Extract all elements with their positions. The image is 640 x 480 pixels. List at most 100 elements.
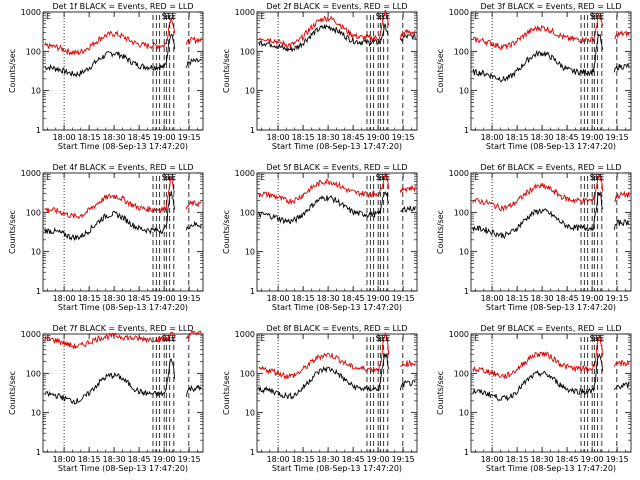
y-tick-label: 1 [250,126,255,135]
lld-curve [258,331,416,380]
y-tick-label: 1 [36,126,41,135]
lld-curve [472,13,630,51]
x-tick-label: 18:00 [267,455,290,464]
x-tick-label: 18:30 [531,455,554,464]
y-tick-label: 1000 [235,330,255,339]
y-tick-label: 1000 [21,169,41,178]
x-tick-label: 19:00 [581,455,604,464]
panel-title: Det 8f BLACK = Events, RED = LLD [266,324,407,333]
marker-label: S [376,12,381,21]
x-tick-label: 18:15 [292,133,315,142]
x-tick-label: 18:00 [481,133,504,142]
x-tick-label: 18:15 [78,294,101,303]
marker-label-left: E [260,173,265,182]
marker-label: S [376,334,381,343]
y-tick-label: 1000 [21,8,41,17]
x-tick-label: 18:15 [78,133,101,142]
x-tick-label: 19:15 [392,133,415,142]
x-tick-label: 18:30 [317,133,340,142]
panel-title: Det 2f BLACK = Events, RED = LLD [266,2,407,11]
x-tick-label: 19:00 [367,455,390,464]
marker-label: E [171,173,176,182]
marker-label: S [165,12,170,21]
panel-det-9: Det 9f BLACK = Events, RED = LLD 1 10 100 10… [436,324,632,473]
y-tick-label: 10 [31,87,41,96]
marker-label: S [376,173,381,182]
x-tick-label: 18:30 [103,294,126,303]
x-tick-label: 18:45 [556,455,579,464]
y-tick-label: 10 [245,87,255,96]
x-axis-label: Start Time (08-Sep-13 17:47:20) [58,464,188,473]
marker-label: E [599,12,604,21]
y-tick-label: 100 [454,369,469,378]
x-tick-label: 18:00 [267,294,290,303]
panel-title: Det 6f BLACK = Events, RED = LLD [480,163,621,172]
y-tick-label: 1 [36,287,41,296]
x-tick-label: 18:15 [292,455,315,464]
lld-curve [44,174,202,220]
lld-curve [44,330,202,350]
y-tick-label: 1 [250,448,255,457]
events-curve [472,190,630,240]
x-tick-label: 18:45 [128,294,151,303]
x-tick-label: 19:15 [178,455,201,464]
x-tick-label: 18:45 [556,133,579,142]
marker-label: E [385,334,390,343]
y-tick-label: 1000 [21,330,41,339]
panel-det-4: Det 4f BLACK = Events, RED = LLD 1 10 100 10… [8,163,204,312]
marker-label: S [590,12,595,21]
marker-label-left: E [46,334,51,343]
panel-det-8: Det 8f BLACK = Events, RED = LLD 1 10 100 10… [222,324,418,473]
x-tick-label: 18:00 [481,455,504,464]
x-tick-label: 19:15 [606,455,629,464]
marker-label: S [379,12,384,21]
x-tick-label: 18:00 [53,294,76,303]
marker-label: S [162,173,167,182]
y-axis-label: Counts/sec [222,371,231,415]
x-tick-label: 19:00 [153,133,176,142]
y-tick-label: 10 [245,409,255,418]
plot-frame [42,11,204,131]
y-tick-label: 1 [464,126,469,135]
x-tick-label: 18:00 [53,455,76,464]
y-tick-label: 1000 [449,8,469,17]
events-curve [44,191,202,241]
x-tick-label: 18:30 [531,133,554,142]
y-axis-label: Counts/sec [8,49,17,93]
y-axis-label: Counts/sec [436,49,445,93]
x-tick-label: 19:00 [367,294,390,303]
x-axis-label: Start Time (08-Sep-13 17:47:20) [58,142,188,151]
x-tick-label: 19:15 [392,455,415,464]
panel-det-7: Det 7f BLACK = Events, RED = LLD 1 10 100 10… [8,324,204,473]
y-tick-label: 100 [240,47,255,56]
y-tick-label: 100 [240,369,255,378]
x-tick-label: 18:45 [342,455,365,464]
lld-curve [472,174,630,212]
y-tick-label: 10 [245,248,255,257]
panel-title: Det 1f BLACK = Events, RED = LLD [52,2,193,11]
x-tick-label: 19:00 [367,133,390,142]
marker-label: E [599,334,604,343]
x-tick-label: 18:15 [506,133,529,142]
plot-frame [470,11,632,131]
plot-frame [256,333,418,453]
x-tick-label: 18:00 [267,133,290,142]
y-tick-label: 1000 [235,8,255,17]
y-tick-label: 100 [26,369,41,378]
x-tick-label: 19:00 [581,133,604,142]
lld-curve [258,9,416,49]
x-axis-label: Start Time (08-Sep-13 17:47:20) [486,142,616,151]
y-tick-label: 10 [459,409,469,418]
marker-label: E [381,12,386,21]
marker-label: S [593,334,598,343]
y-tick-label: 100 [454,47,469,56]
marker-label-left: E [46,173,51,182]
marker-label: E [171,12,176,21]
marker-label: E [385,173,390,182]
x-tick-label: 18:00 [481,294,504,303]
x-tick-label: 18:15 [506,455,529,464]
x-tick-label: 19:15 [606,294,629,303]
y-tick-label: 1000 [449,169,469,178]
y-axis-label: Counts/sec [222,49,231,93]
x-tick-label: 18:30 [317,294,340,303]
